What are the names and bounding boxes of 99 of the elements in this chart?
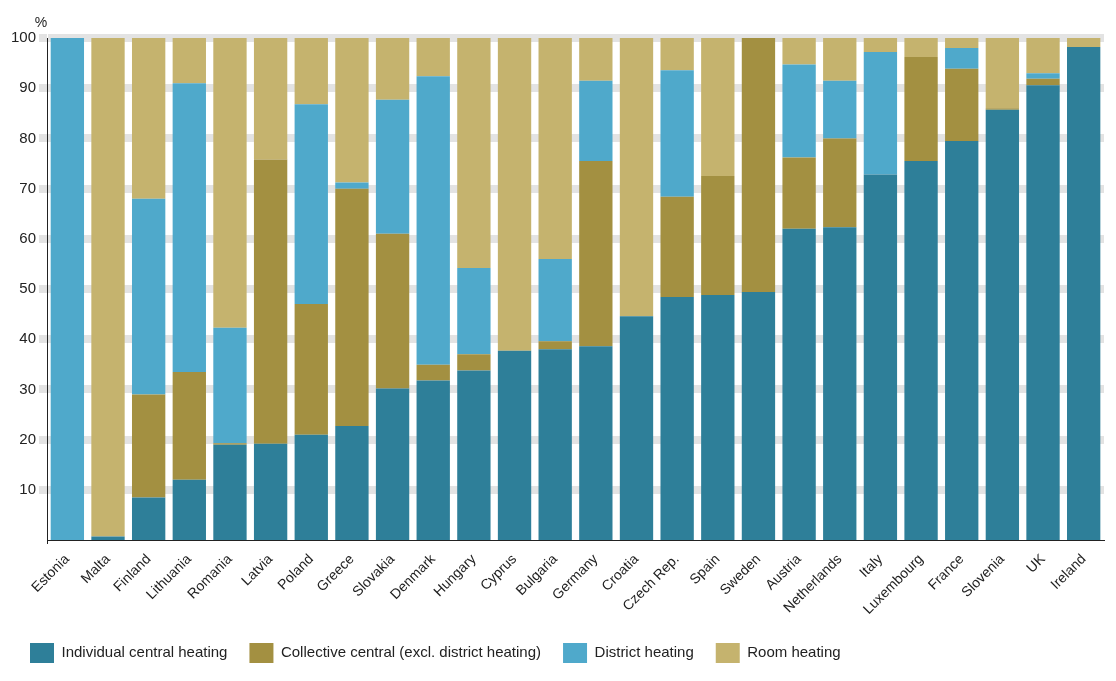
bar xyxy=(904,161,938,541)
bar xyxy=(416,380,450,541)
bar xyxy=(660,196,694,298)
legend-label: Collective central (excl. district heating) xyxy=(280,643,542,661)
bar xyxy=(131,38,166,199)
bar xyxy=(91,38,125,537)
bar xyxy=(823,80,857,139)
bar xyxy=(660,38,694,71)
y-tick-label: 60 xyxy=(19,228,37,246)
bar xyxy=(741,292,776,541)
bar xyxy=(538,258,572,342)
y-tick-label: 10 xyxy=(19,480,37,498)
bar xyxy=(579,161,613,347)
legend-label: District heating xyxy=(594,643,694,661)
bar xyxy=(294,104,328,305)
bar xyxy=(294,434,328,541)
bar xyxy=(619,38,654,317)
y-axis-title: % xyxy=(34,13,48,30)
bar xyxy=(375,233,410,389)
bar xyxy=(701,295,735,541)
bar xyxy=(172,371,206,480)
bar xyxy=(253,38,288,160)
y-tick-label: 50 xyxy=(19,279,37,297)
bar xyxy=(375,38,410,100)
bar xyxy=(172,83,206,372)
bar xyxy=(1026,73,1060,79)
bar xyxy=(701,38,735,177)
bar xyxy=(497,38,532,351)
y-tick-label: 90 xyxy=(19,78,37,96)
bar xyxy=(375,99,410,234)
legend-label: Individual central heating xyxy=(61,643,228,661)
bar xyxy=(131,198,166,395)
bar xyxy=(863,52,898,175)
bar xyxy=(131,497,166,541)
bar xyxy=(294,304,328,435)
bar xyxy=(538,38,572,259)
bar xyxy=(945,140,979,541)
bar xyxy=(335,426,369,541)
y-tick-label: 70 xyxy=(19,178,37,196)
bar xyxy=(660,70,694,197)
bar xyxy=(782,38,816,65)
bar xyxy=(457,38,491,268)
bar xyxy=(457,354,491,371)
bar xyxy=(213,38,247,328)
bar xyxy=(945,68,979,141)
bar xyxy=(131,394,166,498)
legend-label: Room heating xyxy=(747,643,841,661)
bar xyxy=(904,57,938,162)
y-tick-label: 80 xyxy=(19,128,37,146)
bar xyxy=(985,109,1020,541)
bar xyxy=(741,38,776,293)
bar xyxy=(660,297,694,541)
bar xyxy=(782,157,816,229)
bar xyxy=(1026,38,1060,74)
bar xyxy=(335,188,369,427)
bar xyxy=(782,228,816,541)
bar xyxy=(213,444,247,541)
y-tick-label: 20 xyxy=(19,429,37,447)
bar xyxy=(253,443,288,541)
bar xyxy=(213,327,247,444)
bar xyxy=(172,38,206,84)
bar xyxy=(1026,85,1060,541)
bar xyxy=(253,159,288,444)
bar xyxy=(1067,47,1101,541)
bar xyxy=(1026,78,1060,86)
bar xyxy=(823,138,857,228)
bar xyxy=(457,370,491,541)
bar xyxy=(863,38,898,53)
bar xyxy=(782,64,816,158)
bar xyxy=(335,38,369,183)
bar xyxy=(457,267,491,355)
bar xyxy=(416,76,450,365)
bar xyxy=(579,38,613,81)
bar xyxy=(945,38,979,49)
y-tick-label: 100 xyxy=(11,28,37,46)
bar xyxy=(863,174,898,541)
bar xyxy=(416,38,450,77)
bar xyxy=(945,48,979,69)
bar xyxy=(172,479,206,541)
y-tick-label: 30 xyxy=(19,379,37,397)
bar xyxy=(294,38,328,105)
bar xyxy=(50,38,85,541)
bar xyxy=(416,364,450,381)
bar xyxy=(701,176,735,296)
x-tick-label: UK xyxy=(1022,550,1049,576)
bar xyxy=(823,38,857,81)
bar xyxy=(823,227,857,541)
bar xyxy=(497,350,532,541)
bar xyxy=(619,316,654,541)
bar xyxy=(375,388,410,541)
bar xyxy=(904,38,938,58)
bar xyxy=(985,38,1020,109)
bar xyxy=(335,182,369,189)
y-tick-label: 40 xyxy=(19,329,37,347)
bar xyxy=(579,346,613,541)
bar xyxy=(1067,38,1101,48)
bar xyxy=(579,80,613,162)
bar xyxy=(538,349,572,541)
bar xyxy=(538,341,572,350)
